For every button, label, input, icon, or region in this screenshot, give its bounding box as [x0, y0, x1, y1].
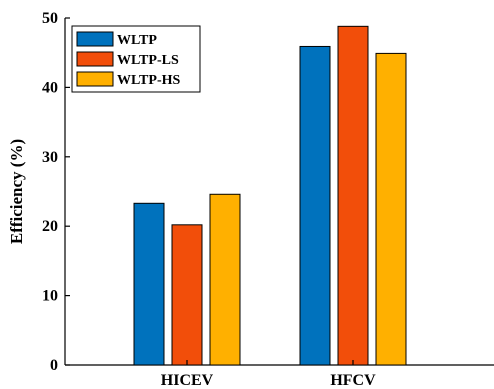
bar-wltp-hs-hfcv — [375, 52, 407, 366]
x-tick-label: HICEV — [161, 372, 214, 389]
y-ticks-group: 0 10 20 30 40 50 — [42, 10, 70, 374]
legend-label: WLTP-HS — [117, 73, 180, 88]
x-ticks-group: HICEV HFCV — [161, 360, 376, 389]
bars-group — [133, 25, 407, 366]
y-tick-label: 30 — [42, 149, 58, 166]
legend-label: WLTP — [117, 33, 157, 48]
y-tick-label: 50 — [42, 10, 58, 27]
bar-wltp-hicev — [133, 202, 165, 366]
bar-wltp-ls-hicev — [171, 224, 203, 366]
legend-label: WLTP-LS — [117, 53, 179, 68]
legend-swatch — [76, 51, 114, 67]
y-tick-label: 0 — [50, 357, 58, 374]
x-tick-label: HFCV — [330, 372, 376, 389]
y-tick-label: 10 — [42, 288, 58, 305]
y-tick-label: 40 — [42, 79, 58, 96]
y-tick-label: 20 — [42, 218, 58, 235]
legend-swatch — [76, 31, 114, 47]
bar-wltp-hs-hicev — [209, 193, 241, 366]
legend-swatch — [76, 71, 114, 87]
bar-wltp-ls-hfcv — [337, 25, 369, 366]
bar-wltp-hfcv — [299, 45, 331, 366]
legend: WLTP WLTP-LS WLTP-HS — [71, 25, 201, 93]
y-axis-title: Efficiency (%) — [7, 139, 26, 244]
